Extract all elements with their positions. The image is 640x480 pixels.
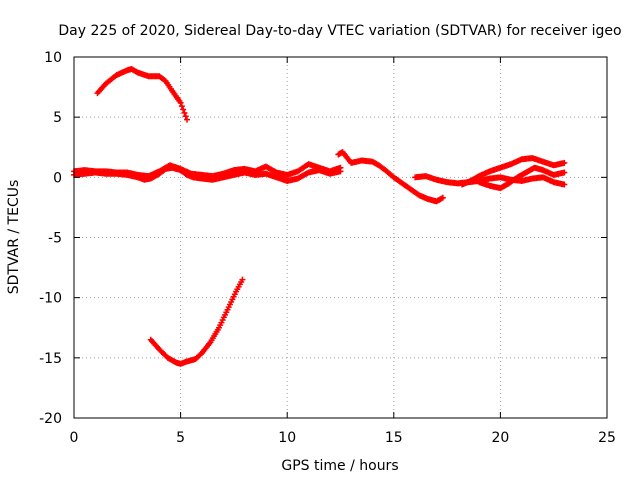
data-point [183,116,190,123]
series-band-f [476,164,568,192]
x-tick-label-1: 5 [176,430,185,446]
x-tick-label-3: 15 [385,430,403,446]
data-point [561,169,568,176]
y-tick-label-0: -20 [39,411,62,427]
x-axis-label: GPS time / hours [281,458,398,474]
data-point [177,99,184,106]
y-tick-label-2: -10 [39,291,62,307]
y-tick-label-6: 10 [44,50,62,66]
data-point [239,276,246,283]
series-arc-lower [147,276,246,367]
y-tick-label-3: -5 [48,231,62,247]
data-point [182,113,189,120]
data-point [561,159,568,166]
x-tick-label-4: 20 [491,430,509,446]
data-point [180,106,187,113]
x-tick-label-5: 25 [598,430,616,446]
grid [74,57,607,418]
series-band-c [335,149,446,205]
y-tick-label-4: 0 [53,170,62,186]
data-point [337,164,344,171]
y-tick-label-1: -15 [39,351,62,367]
data-point [439,194,446,201]
x-tick-label-2: 10 [278,430,296,446]
data-point [178,103,185,110]
data-series [71,66,568,367]
y-axis-label: SDTVAR / TECUs [6,180,22,295]
x-tick-label-0: 0 [70,430,79,446]
data-point [181,109,188,116]
axis-ticks: 0 5 10 15 20 25 -20 -15 -10 -5 0 5 10 [39,50,616,446]
y-tick-label-5: 5 [53,110,62,126]
series-arc-upper [94,66,190,123]
data-point [561,181,568,188]
chart-title: Day 225 of 2020, Sidereal Day-to-day VTE… [58,23,621,39]
series-band-e [459,155,568,188]
plot-frame [73,56,608,419]
